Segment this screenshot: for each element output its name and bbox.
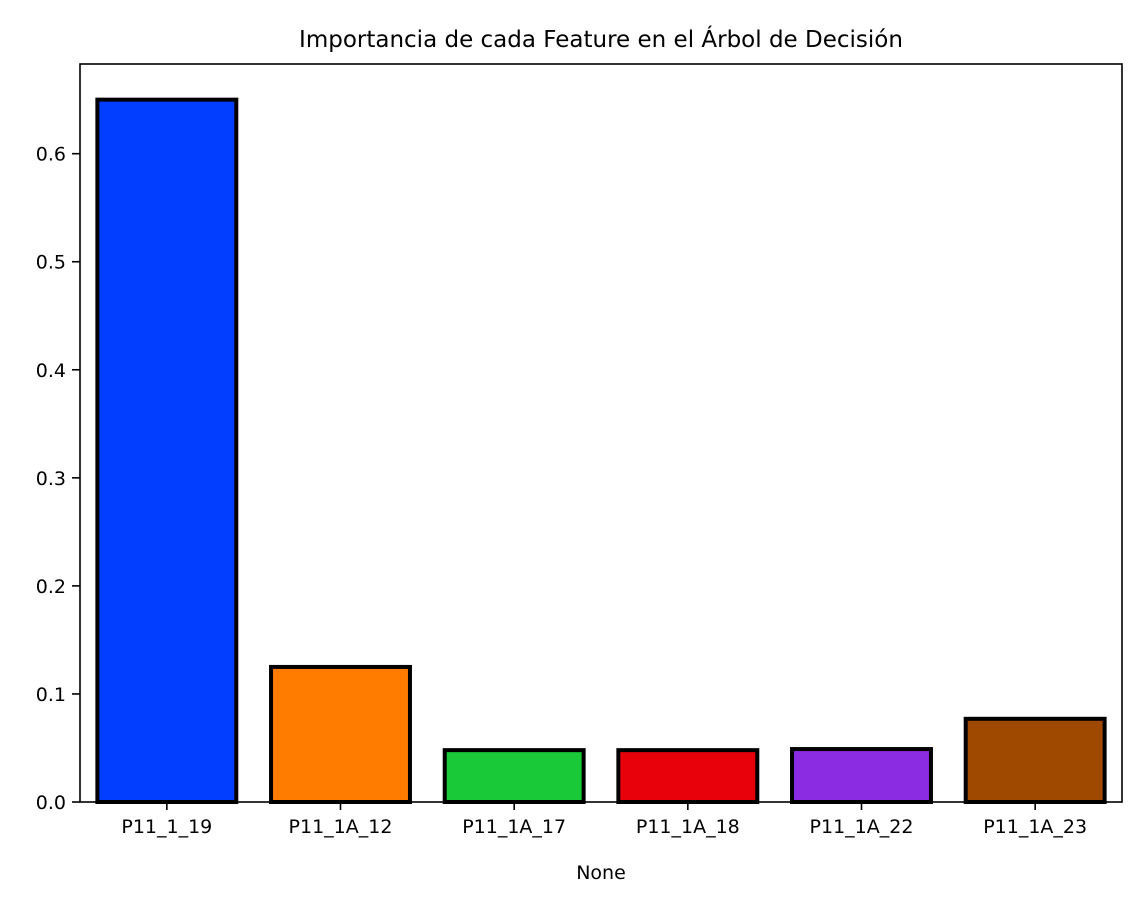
- y-tick-label: 0.4: [36, 360, 66, 382]
- y-tick-label: 0.0: [36, 792, 66, 814]
- x-tick-label: P11_1A_12: [289, 816, 393, 838]
- y-tick-label: 0.2: [36, 576, 66, 598]
- y-tick-label: 0.3: [36, 468, 66, 490]
- x-tick-label: P11_1A_18: [636, 816, 740, 838]
- y-tick-label: 0.5: [36, 252, 66, 274]
- plot-frame: [79, 63, 1123, 803]
- bar-P11_1A_18: [616, 748, 760, 805]
- x-tick-label: P11_1_19: [121, 816, 212, 838]
- x-tick-label: P11_1A_22: [810, 816, 914, 838]
- bar-P11_1A_23: [963, 716, 1107, 805]
- chart-title: Importancia de cada Feature en el Árbol …: [299, 25, 903, 53]
- y-tick-label: 0.6: [36, 144, 66, 166]
- x-tick-label: P11_1A_17: [462, 816, 566, 838]
- x-tick-label: P11_1A_23: [983, 816, 1087, 838]
- x-axis-label: None: [576, 862, 626, 884]
- bars-group: [95, 97, 1107, 805]
- bar-P11_1A_12: [269, 664, 412, 805]
- x-axis-ticks: P11_1_19 P11_1A_12 P11_1A_17 P11_1A_18 P11_1…: [121, 802, 1087, 838]
- y-axis-ticks: 0.0 0.1 0.2 0.3 0.4 0.5 0.6: [36, 144, 80, 814]
- bar-P11_1_19: [95, 97, 239, 804]
- bar-P11_1A_17: [442, 748, 586, 805]
- y-tick-label: 0.1: [36, 684, 66, 706]
- bar-P11_1A_22: [790, 747, 933, 805]
